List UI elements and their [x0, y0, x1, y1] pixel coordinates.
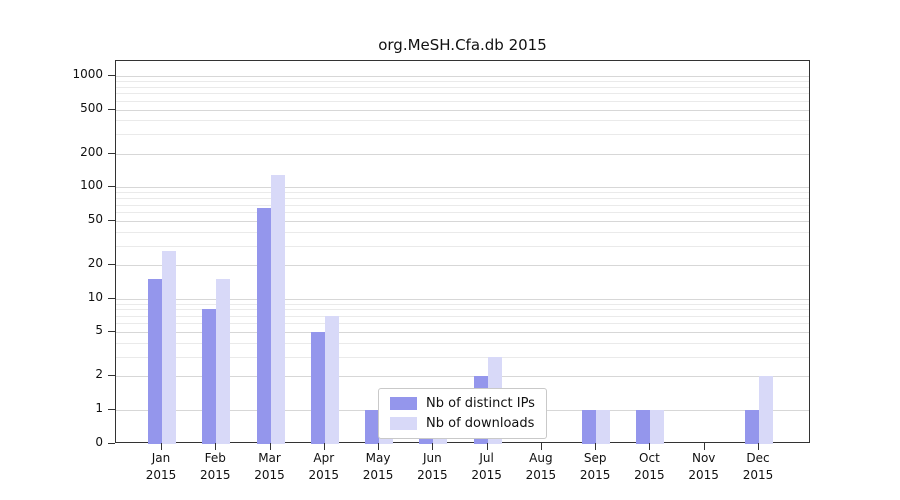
bar-downloads-dec — [758, 376, 773, 444]
y-tick-mark — [108, 108, 115, 110]
major-gridline — [116, 109, 809, 111]
minor-gridline — [116, 192, 809, 194]
y-tick-mark — [108, 409, 115, 410]
bar-distinct-ips-oct — [636, 410, 651, 444]
minor-gridline — [116, 81, 809, 83]
x-tick-label: Dec 2015 — [742, 451, 774, 482]
bar-downloads-sep — [596, 410, 611, 444]
minor-gridline — [116, 323, 809, 325]
y-tick-label: 10 — [87, 289, 103, 304]
x-tick-mark — [269, 443, 271, 450]
legend-swatch-distinct-ips — [390, 397, 417, 410]
y-tick-label: 500 — [80, 100, 103, 115]
x-tick-mark — [486, 443, 488, 450]
minor-gridline — [116, 204, 809, 206]
minor-gridline — [116, 120, 809, 122]
y-tick-mark — [108, 264, 115, 266]
y-tick-label: 2 — [95, 367, 103, 382]
chart-legend: Nb of distinct IPs Nb of downloads — [378, 388, 547, 439]
minor-gridline — [116, 356, 809, 358]
legend-swatch-downloads — [390, 417, 417, 430]
legend-item-distinct-ips: Nb of distinct IPs — [390, 396, 535, 411]
y-tick-label: 100 — [80, 178, 103, 193]
y-tick-mark — [108, 75, 115, 76]
minor-gridline — [116, 315, 809, 317]
x-tick-mark — [703, 443, 705, 450]
minor-gridline — [116, 86, 809, 88]
major-gridline — [116, 265, 809, 267]
major-gridline — [116, 76, 809, 77]
legend-label-distinct-ips: Nb of distinct IPs — [426, 396, 535, 411]
major-gridline — [116, 153, 809, 155]
y-tick-label: 200 — [80, 144, 103, 159]
x-tick-label: Aug 2015 — [525, 451, 557, 482]
minor-gridline — [116, 134, 809, 136]
x-tick-mark — [323, 443, 325, 450]
y-tick-label: 50 — [87, 211, 103, 226]
x-tick-label: Jan 2015 — [145, 451, 177, 482]
chart-title: org.MeSH.Cfa.db 2015 — [378, 36, 547, 54]
x-tick-mark — [649, 443, 651, 450]
y-tick-mark — [108, 443, 115, 444]
y-tick-label: 0 — [95, 435, 103, 449]
bar-downloads-jan — [162, 250, 176, 444]
y-tick-mark — [108, 331, 115, 333]
x-tick-label: Oct 2015 — [634, 451, 665, 482]
x-tick-label: Jun 2015 — [417, 451, 448, 482]
y-tick-mark — [108, 152, 115, 154]
x-tick-label: Apr 2015 — [308, 451, 340, 482]
minor-gridline — [116, 245, 809, 247]
x-tick-label: Mar 2015 — [254, 451, 285, 482]
x-tick-mark — [432, 443, 434, 450]
bar-distinct-ips-mar — [256, 208, 271, 444]
bar-distinct-ips-feb — [202, 309, 217, 444]
legend-item-downloads: Nb of downloads — [390, 416, 535, 431]
bar-downloads-apr — [324, 315, 339, 444]
x-tick-mark — [215, 443, 217, 450]
x-tick-label: Feb 2015 — [199, 451, 231, 482]
y-tick-label: 1000 — [72, 67, 103, 81]
y-tick-mark — [108, 297, 115, 299]
minor-gridline — [116, 100, 809, 102]
plot-area — [115, 60, 810, 444]
major-gridline — [116, 332, 809, 334]
minor-gridline — [116, 212, 809, 214]
y-tick-label: 20 — [87, 256, 103, 271]
minor-gridline — [116, 93, 809, 95]
x-tick-mark — [378, 443, 380, 450]
y-tick-mark — [108, 375, 115, 377]
minor-gridline — [116, 303, 809, 305]
x-tick-label: May 2015 — [362, 451, 394, 482]
x-tick-label: Jul 2015 — [471, 451, 502, 482]
major-gridline — [116, 187, 809, 189]
legend-label-downloads: Nb of downloads — [426, 416, 535, 431]
bar-distinct-ips-may — [365, 410, 380, 444]
minor-gridline — [116, 309, 809, 311]
major-gridline — [116, 376, 809, 378]
x-tick-mark — [161, 443, 162, 450]
x-tick-mark — [595, 443, 597, 450]
bar-downloads-oct — [650, 410, 665, 444]
bar-distinct-ips-jan — [148, 279, 162, 444]
minor-gridline — [116, 198, 809, 200]
major-gridline — [116, 298, 809, 300]
bar-distinct-ips-sep — [582, 410, 597, 444]
y-tick-label: 5 — [95, 323, 103, 338]
minor-gridline — [116, 231, 809, 233]
bar-distinct-ips-apr — [310, 332, 325, 444]
y-tick-mark — [108, 219, 115, 221]
minor-gridline — [116, 342, 809, 344]
y-tick-mark — [108, 186, 115, 188]
x-tick-label: Sep 2015 — [579, 451, 611, 482]
bar-downloads-mar — [270, 174, 285, 444]
bar-distinct-ips-dec — [744, 410, 759, 444]
x-tick-mark — [757, 443, 759, 450]
major-gridline — [116, 220, 809, 222]
x-tick-label: Nov 2015 — [688, 451, 719, 482]
x-tick-mark — [540, 443, 542, 450]
y-tick-label: 1 — [95, 401, 103, 415]
bar-downloads-feb — [216, 279, 231, 444]
